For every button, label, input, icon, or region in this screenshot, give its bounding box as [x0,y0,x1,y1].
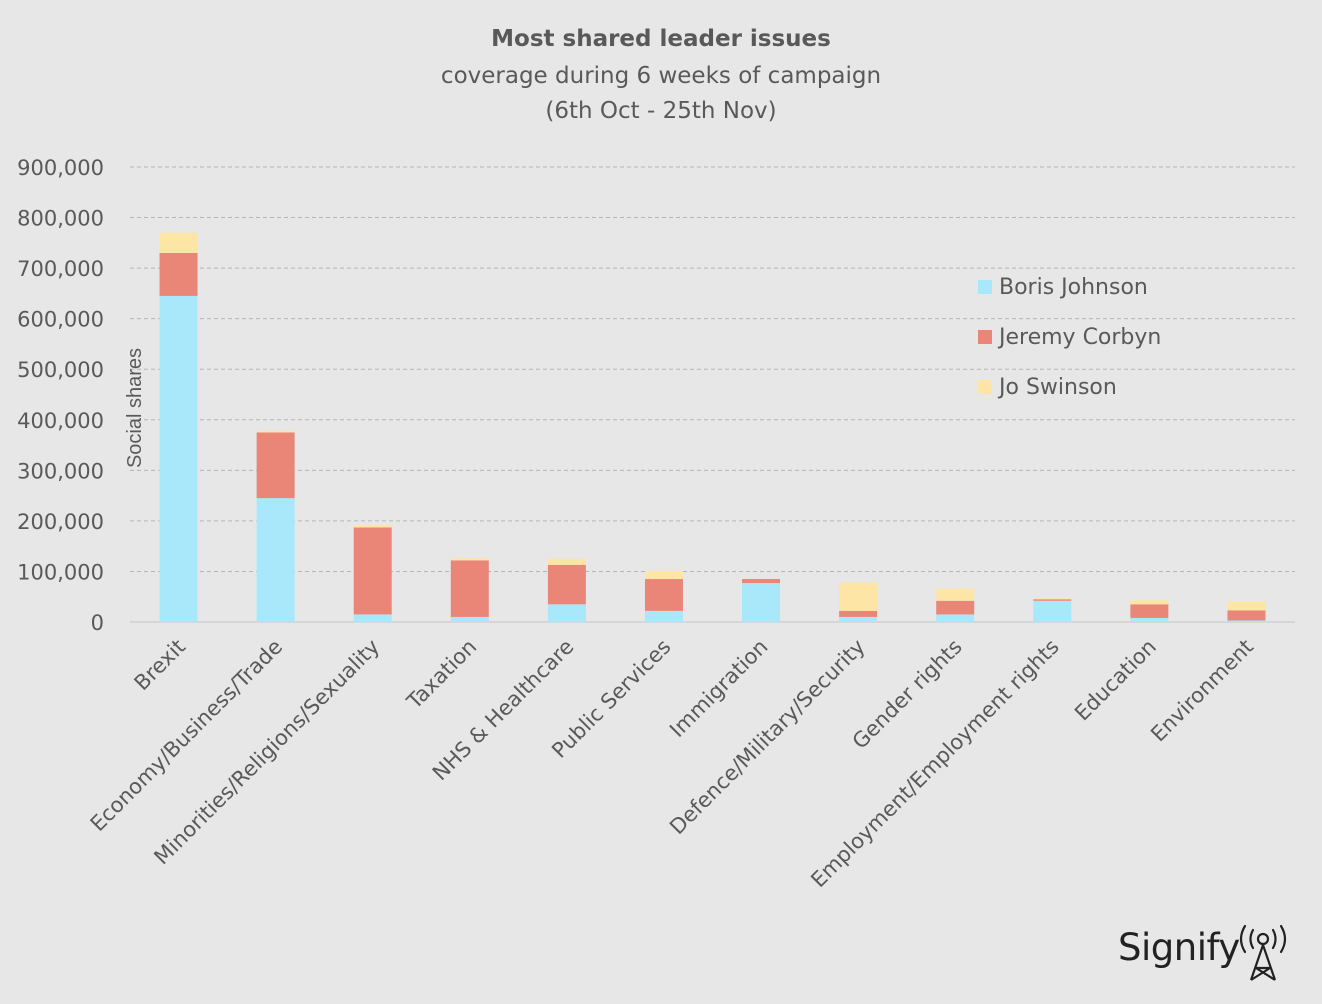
bar-segment-jo-swinson [1227,601,1266,611]
bar-stack [353,524,392,622]
y-axis-label: Social shares [124,348,146,468]
y-tick-label: 500,000 [17,358,104,382]
bar-segment-jeremy-corbyn [1227,610,1266,621]
chart-date-range: (6th Oct - 25th Nov) [545,98,777,124]
gridlines [130,166,1295,623]
bar-segment-jo-swinson [1130,600,1169,605]
legend: Boris Johnson Jeremy Corbyn Jo Swinson [978,275,1161,400]
bar-segment-boris-johnson [839,616,878,622]
bars [159,232,1266,622]
bar-segment-boris-johnson [1227,620,1266,622]
bar-segment-jeremy-corbyn [742,579,781,584]
bar-segment-boris-johnson [159,295,198,622]
y-tick-label: 200,000 [17,510,104,534]
legend-swatch [978,330,992,344]
signify-antenna-icon [1239,924,1287,981]
bar-segment-jo-swinson [936,588,975,601]
legend-label: Jeremy Corbyn [997,325,1161,350]
x-tick-label: Economy/Business/Trade [86,635,287,836]
bar-stack [547,558,586,622]
legend-label: Boris Johnson [999,275,1148,300]
bar-segment-jo-swinson [159,232,198,253]
bar-segment-jeremy-corbyn [547,564,586,605]
y-tick-label: 100,000 [17,560,104,584]
bar-stack [159,232,198,622]
bar-segment-jeremy-corbyn [839,610,878,617]
bar-segment-boris-johnson [936,614,975,622]
y-tick-label: 800,000 [17,207,104,231]
bar-segment-jeremy-corbyn [936,600,975,615]
bar-segment-boris-johnson [644,610,683,622]
bar-segment-jeremy-corbyn [353,527,392,615]
bar-segment-jo-swinson [1033,598,1072,600]
bar-segment-jo-swinson [256,430,295,433]
x-tick-label: Environment [1146,635,1258,747]
bar-segment-boris-johnson [1033,600,1072,622]
bar-segment-jo-swinson [353,524,392,528]
x-tick-label: Education [1070,635,1161,726]
bar-segment-jo-swinson [839,582,878,611]
bar-segment-jo-swinson [450,558,489,561]
legend-swatch [978,380,992,394]
y-tick-label: 0 [91,611,104,635]
bar-segment-jo-swinson [547,558,586,565]
bar-stack [936,588,975,622]
bar-stack [450,558,489,622]
x-tick-label: Taxation [402,635,482,715]
bar-stack [1130,600,1169,622]
bar-segment-jeremy-corbyn [644,579,683,611]
y-axis-tick-labels: 0 100,000 200,000 300,000 400,000 500,000 600,… [17,156,104,635]
legend-label: Jo Swinson [997,375,1117,400]
bar-stack [1227,601,1266,622]
x-tick-label: Immigration [665,635,772,742]
legend-swatch [978,280,992,294]
x-tick-label: Defence/Military/Security [665,635,870,840]
bar-segment-jeremy-corbyn [450,560,489,617]
y-tick-label: 700,000 [17,257,104,281]
y-tick-label: 900,000 [17,156,104,180]
bar-stack [1033,598,1072,622]
chart-subtitle: coverage during 6 weeks of campaign [440,63,882,89]
bar-stack [742,579,781,622]
bar-segment-boris-johnson [547,604,586,622]
chart-title: Most shared leader issues [491,26,831,52]
bar-segment-boris-johnson [1130,617,1169,622]
bar-stack [644,570,683,622]
y-tick-label: 400,000 [17,409,104,433]
bar-segment-boris-johnson [450,616,489,622]
bar-segment-boris-johnson [256,498,295,622]
bar-stack [839,582,878,622]
bar-segment-boris-johnson [742,583,781,622]
bar-stack [256,430,295,622]
y-tick-label: 600,000 [17,308,104,332]
signify-logo-text: Signify [1118,926,1240,969]
bar-segment-jeremy-corbyn [1130,604,1169,618]
bar-segment-boris-johnson [353,614,392,622]
bar-segment-jeremy-corbyn [1033,599,1072,601]
bar-segment-jeremy-corbyn [159,252,198,296]
bar-segment-jo-swinson [644,570,683,580]
bar-segment-jeremy-corbyn [256,432,295,499]
x-tick-label: Brexit [130,635,191,696]
x-axis-tick-labels: BrexitEconomy/Business/TradeMinorities/R… [86,635,1258,893]
y-tick-label: 300,000 [17,459,104,483]
